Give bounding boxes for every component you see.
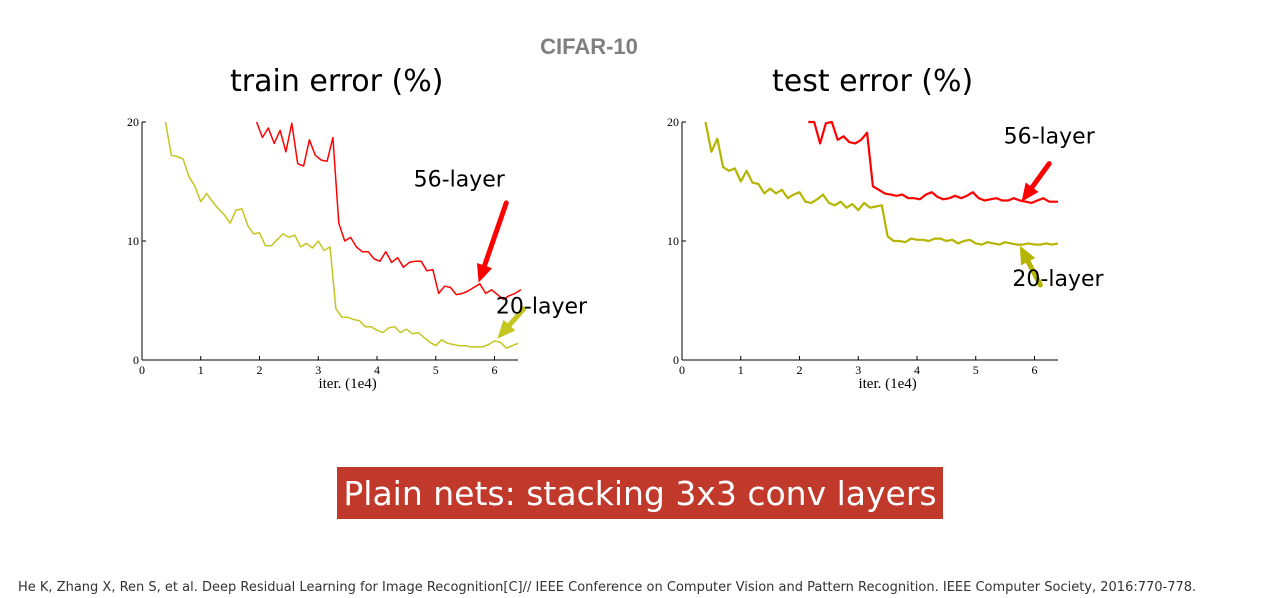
- test-error-chart: 0 1 2 3 4 5 6 0 10 20 iter. (1e4) 56-layer 20-layer: [667, 115, 1105, 392]
- y-tick-label: 0: [673, 353, 679, 367]
- banner: Plain nets: stacking 3x3 conv layers: [337, 467, 943, 519]
- x-tick-label: 1: [738, 363, 744, 377]
- train-error-chart: 0 1 2 3 4 5 6 0 10 20 iter. (1e4) 56-layer 20-layer: [127, 115, 588, 392]
- super-title: CIFAR-10: [540, 34, 638, 59]
- annotation-arrow-shaft: [506, 306, 527, 328]
- annotation-arrow-head: [497, 319, 516, 339]
- x-tick-label: 6: [492, 363, 498, 377]
- x-tick-label: 3: [315, 363, 321, 377]
- annotation-arrow-head: [476, 263, 493, 283]
- y-tick-label: 0: [133, 353, 139, 367]
- annotation-arrow-shaft: [482, 200, 509, 269]
- x-tick-label: 2: [257, 363, 263, 377]
- annotation-label: 20-layer: [1012, 267, 1104, 292]
- x-axis-label: iter. (1e4): [858, 376, 916, 392]
- x-tick-label: 0: [679, 363, 685, 377]
- series-line-56-layer: [808, 120, 1058, 205]
- annotation-arrow-shaft: [1025, 259, 1043, 288]
- annotation-label: 56-layer: [1004, 124, 1096, 149]
- x-tick-label: 5: [973, 363, 979, 377]
- x-tick-label: 4: [374, 363, 380, 377]
- train-chart-title: train error (%): [230, 64, 444, 99]
- test-chart-title: test error (%): [772, 64, 974, 99]
- series-line-20-layer: [164, 121, 519, 349]
- x-tick-label: 6: [1032, 363, 1038, 377]
- y-tick-label: 20: [127, 115, 139, 129]
- x-tick-label: 0: [139, 363, 145, 377]
- series-line-20-layer: [704, 121, 1059, 246]
- annotation-arrow-shaft: [1029, 161, 1052, 190]
- annotation-arrow-head: [1021, 182, 1039, 202]
- x-tick-label: 1: [198, 363, 204, 377]
- x-tick-label: 3: [855, 363, 861, 377]
- y-tick-label: 10: [127, 234, 139, 248]
- annotation-label: 56-layer: [414, 167, 506, 192]
- x-tick-label: 4: [914, 363, 920, 377]
- x-tick-label: 2: [797, 363, 803, 377]
- x-tick-label: 5: [433, 363, 439, 377]
- banner-text: Plain nets: stacking 3x3 conv layers: [343, 473, 937, 513]
- citation: He K, Zhang X, Ren S, et al. Deep Residu…: [18, 580, 1197, 595]
- annotation-arrow-head: [1019, 245, 1036, 266]
- x-axis-label: iter. (1e4): [318, 376, 376, 392]
- y-tick-label: 20: [667, 115, 679, 129]
- series-line-56-layer: [255, 121, 522, 301]
- annotation-label: 20-layer: [496, 295, 588, 320]
- y-tick-label: 10: [667, 234, 679, 248]
